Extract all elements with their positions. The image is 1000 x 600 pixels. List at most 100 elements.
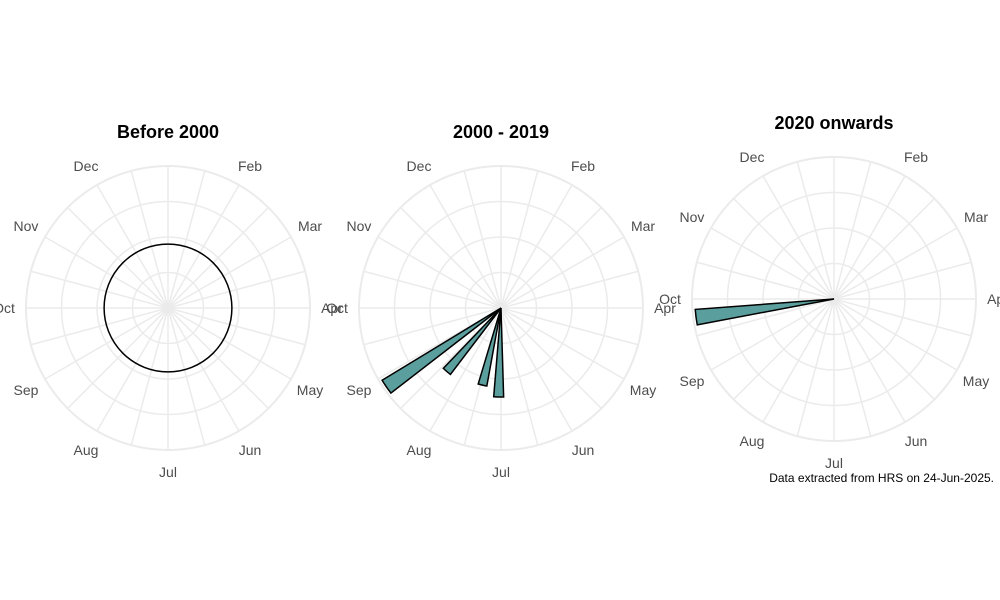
grid-spoke: [167, 207, 269, 309]
month-label-may: May: [297, 382, 323, 398]
grid-spoke: [833, 175, 906, 300]
polar-panel-3: 2020 onwards Feb Mar Apr May Jun Jul Aug Sep Oct N…: [659, 113, 1000, 471]
month-label-oct: Oct: [326, 300, 348, 316]
grid-spoke: [67, 207, 169, 309]
month-label-aug: Aug: [740, 433, 765, 449]
month-label-apr: Apr: [321, 300, 343, 316]
panel-title: 2020 onwards: [774, 113, 893, 133]
grid-spoke: [167, 236, 292, 309]
grid-spoke: [167, 270, 306, 309]
month-label-feb: Feb: [904, 149, 928, 165]
polar-bar-aug: [381, 307, 502, 395]
polar-grid: [25, 165, 311, 451]
grid-spoke: [796, 161, 835, 300]
month-label-jul: Jul: [159, 464, 177, 480]
grid-spoke: [500, 236, 625, 309]
month-label-may: May: [630, 382, 656, 398]
month-label-mar: Mar: [631, 218, 655, 234]
grid-spoke: [833, 161, 872, 300]
month-label-oct: Oct: [0, 300, 15, 316]
month-label-aug: Aug: [74, 442, 99, 458]
polar-bar-jul: [492, 307, 505, 398]
grid-spoke: [130, 170, 169, 309]
grid-spoke: [833, 298, 872, 437]
month-label-nov: Nov: [14, 218, 39, 234]
grid-spoke: [363, 307, 502, 346]
grid-spoke: [833, 298, 958, 371]
month-label-sep: Sep: [14, 382, 39, 398]
grid-spoke: [167, 307, 206, 446]
empty-data-circle: [103, 243, 233, 373]
grid-spoke: [762, 298, 835, 423]
panel-title: Before 2000: [117, 122, 219, 142]
grid-spoke: [167, 184, 240, 309]
grid-spoke: [30, 270, 169, 309]
month-label-jul: Jul: [492, 464, 510, 480]
grid-spoke: [733, 198, 835, 300]
grid-spoke: [130, 307, 169, 446]
grid-spoke: [463, 170, 502, 309]
month-label-mar: Mar: [298, 218, 322, 234]
month-label-jun: Jun: [239, 442, 262, 458]
month-label-dec: Dec: [74, 158, 99, 174]
grid-spoke: [500, 170, 539, 309]
grid-spoke: [696, 298, 835, 337]
month-label-nov: Nov: [347, 218, 372, 234]
grid-spoke: [733, 298, 835, 400]
grid-spoke: [67, 307, 169, 409]
month-label-nov: Nov: [680, 209, 705, 225]
polar-grid: [691, 156, 977, 442]
grid-spoke: [167, 307, 306, 346]
grid-spoke: [833, 298, 935, 400]
grid-spoke: [167, 307, 269, 409]
polar-grid: [358, 165, 644, 451]
month-label-apr: Apr: [654, 300, 676, 316]
grid-spoke: [400, 207, 502, 309]
grid-spoke: [710, 298, 835, 371]
grid-spoke: [429, 307, 502, 432]
grid-spoke: [363, 270, 502, 309]
grid-spoke: [833, 227, 958, 300]
grid-spoke: [500, 184, 573, 309]
month-label-jun: Jun: [572, 442, 595, 458]
polar-panel-2: 2000 - 2019 Feb Mar Apr May Jun Jul Aug Sep Oct No…: [326, 122, 676, 480]
month-label-feb: Feb: [238, 158, 262, 174]
grid-spoke: [30, 307, 169, 346]
polar-bar-jul: [477, 307, 502, 387]
polar-bar-sep: [694, 298, 835, 326]
grid-spoke: [833, 298, 906, 423]
polar-panel-1: Before 2000 Feb Mar Apr May Jun Jul Aug Sep Oct No…: [0, 122, 343, 480]
month-label-dec: Dec: [407, 158, 432, 174]
month-label-may: May: [963, 373, 989, 389]
month-label-sep: Sep: [347, 382, 372, 398]
grid-spoke: [44, 307, 169, 380]
month-label-jun: Jun: [905, 433, 928, 449]
panel-title: 2000 - 2019: [453, 122, 549, 142]
grid-spoke: [833, 261, 972, 300]
grid-spoke: [377, 236, 502, 309]
month-label-mar: Mar: [964, 209, 988, 225]
grid-spoke: [167, 307, 292, 380]
grid-spoke: [500, 307, 625, 380]
grid-spoke: [500, 307, 602, 409]
grid-spoke: [833, 198, 935, 300]
grid-spoke: [696, 261, 835, 300]
grid-spoke: [796, 298, 835, 437]
month-label-dec: Dec: [740, 149, 765, 165]
grid-spoke: [762, 175, 835, 300]
grid-spoke: [710, 227, 835, 300]
grid-spoke: [429, 184, 502, 309]
grid-spoke: [44, 236, 169, 309]
grid-spoke: [96, 184, 169, 309]
month-label-feb: Feb: [571, 158, 595, 174]
grid-spoke: [500, 307, 639, 346]
grid-spoke: [500, 270, 639, 309]
grid-spoke: [500, 307, 539, 446]
grid-spoke: [500, 307, 573, 432]
month-label-oct: Oct: [659, 291, 681, 307]
data-source-caption: Data extracted from HRS on 24-Jun-2025.: [769, 471, 994, 485]
grid-spoke: [500, 207, 602, 309]
month-label-sep: Sep: [680, 373, 705, 389]
grid-spoke: [167, 307, 240, 432]
